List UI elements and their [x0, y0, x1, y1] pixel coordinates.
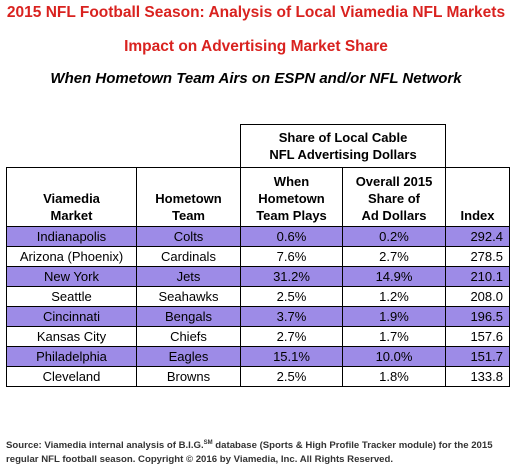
report-subtitle-impact: Impact on Advertising Market Share [124, 38, 388, 55]
cell-index: 210.1 [445, 266, 510, 287]
cell-overall: 10.0% [342, 346, 446, 367]
group-header-row: Share of Local Cable NFL Advertising Dol… [7, 124, 510, 168]
cell-market: Philadelphia [6, 346, 137, 367]
cell-team: Jets [136, 266, 241, 287]
header-market-line1: Viamedia [43, 191, 100, 206]
cell-team: Seahawks [136, 286, 241, 307]
cell-index: 133.8 [445, 366, 510, 387]
cell-when: 0.6% [240, 226, 343, 247]
table-row: New York Jets 31.2% 14.9% 210.1 [6, 266, 510, 287]
cell-overall: 1.9% [342, 306, 446, 327]
cell-market: Indianapolis [6, 226, 137, 247]
cell-index: 196.5 [445, 306, 510, 327]
cell-index: 157.6 [445, 326, 510, 347]
header-when-line3: Team Plays [256, 208, 327, 223]
cell-index: 208.0 [445, 286, 510, 307]
header-team-line2: Team [172, 208, 205, 223]
cell-when: 7.6% [240, 246, 343, 267]
cell-market: Cincinnati [6, 306, 137, 327]
header-overall-line1: Overall 2015 [355, 174, 433, 189]
table-row: Arizona (Phoenix) Cardinals 7.6% 2.7% 27… [6, 246, 510, 267]
column-header-row: Viamedia Market Hometown Team When Homet… [6, 167, 510, 227]
report-subtitle-condition: When Hometown Team Airs on ESPN and/or N… [50, 70, 462, 87]
header-team-line1: Hometown [155, 191, 222, 206]
source-note: Source: Viamedia internal analysis of B.… [6, 436, 511, 467]
cell-index: 292.4 [445, 226, 510, 247]
cell-team: Bengals [136, 306, 241, 327]
header-overall-line2: Share of [367, 191, 420, 206]
table-row: Kansas City Chiefs 2.7% 1.7% 157.6 [6, 326, 510, 347]
nfl-market-table: Share of Local Cable NFL Advertising Dol… [6, 124, 510, 387]
table-row: Philadelphia Eagles 15.1% 10.0% 151.7 [6, 346, 510, 367]
cell-when: 31.2% [240, 266, 343, 287]
header-when-line2: Hometown [258, 191, 325, 206]
table-row: Indianapolis Colts 0.6% 0.2% 292.4 [6, 226, 510, 247]
cell-team: Chiefs [136, 326, 241, 347]
table-row: Cincinnati Bengals 3.7% 1.9% 196.5 [6, 306, 510, 327]
cell-when: 2.5% [240, 286, 343, 307]
cell-index: 278.5 [445, 246, 510, 267]
cell-when: 15.1% [240, 346, 343, 367]
cell-when: 2.7% [240, 326, 343, 347]
table-row: Cleveland Browns 2.5% 1.8% 133.8 [6, 366, 510, 387]
cell-team: Cardinals [136, 246, 241, 267]
cell-overall: 1.2% [342, 286, 446, 307]
group-header-line2: NFL Advertising Dollars [269, 147, 417, 162]
cell-team: Eagles [136, 346, 241, 367]
header-overall: Overall 2015 Share of Ad Dollars [342, 167, 446, 227]
table-row: Seattle Seahawks 2.5% 1.2% 208.0 [6, 286, 510, 307]
cell-market: Arizona (Phoenix) [6, 246, 137, 267]
group-header-line1: Share of Local Cable [278, 130, 408, 145]
cell-when: 2.5% [240, 366, 343, 387]
source-servicemark: SM [203, 440, 213, 446]
header-market: Viamedia Market [6, 167, 137, 227]
cell-overall: 1.8% [342, 366, 446, 387]
cell-overall: 14.9% [342, 266, 446, 287]
header-when: When Hometown Team Plays [240, 167, 343, 227]
group-header-share: Share of Local Cable NFL Advertising Dol… [240, 124, 446, 168]
cell-market: Seattle [6, 286, 137, 307]
header-market-line2: Market [50, 208, 93, 223]
cell-team: Colts [136, 226, 241, 247]
header-overall-line3: Ad Dollars [361, 208, 427, 223]
header-index: Index [445, 167, 510, 227]
cell-market: Cleveland [6, 366, 137, 387]
cell-overall: 0.2% [342, 226, 446, 247]
cell-index: 151.7 [445, 346, 510, 367]
cell-team: Browns [136, 366, 241, 387]
cell-market: Kansas City [6, 326, 137, 347]
cell-overall: 1.7% [342, 326, 446, 347]
report-title: 2015 NFL Football Season: Analysis of Lo… [6, 4, 506, 21]
header-team: Hometown Team [136, 167, 241, 227]
source-prefix: Source: Viamedia internal analysis of B.… [6, 440, 204, 452]
cell-when: 3.7% [240, 306, 343, 327]
header-when-line1: When [273, 174, 310, 189]
source-suffix: database (Sports & High Profile Tracker … [6, 440, 493, 466]
cell-market: New York [6, 266, 137, 287]
cell-overall: 2.7% [342, 246, 446, 267]
